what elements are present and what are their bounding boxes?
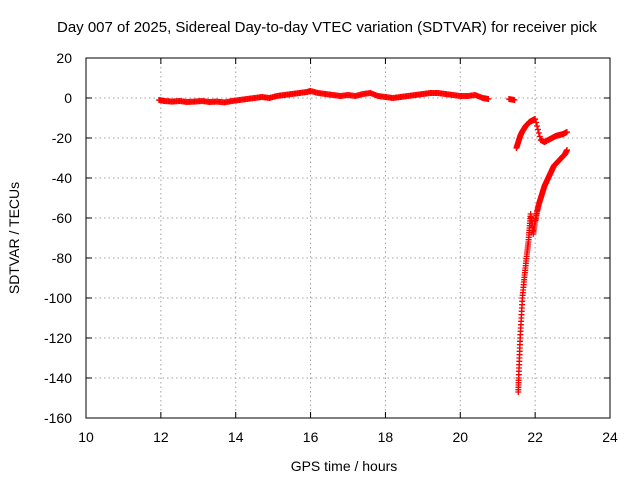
plot-frame (85, 57, 611, 419)
data-point (532, 116, 539, 122)
data-point (511, 97, 518, 103)
chart-title: Day 007 of 2025, Sidereal Day-to-day VTE… (57, 19, 597, 36)
x-tick-label: 20 (452, 429, 468, 445)
y-tick-label: -120 (44, 330, 72, 346)
y-tick-label: 20 (56, 50, 72, 66)
data-point (535, 130, 542, 136)
data-points (155, 88, 570, 395)
y-tick-label: -80 (52, 250, 72, 266)
data-point (563, 129, 570, 135)
data-point (533, 119, 540, 126)
x-tick-label: 22 (527, 429, 543, 445)
y-tick-label: 0 (64, 90, 72, 106)
y-tick-label: -140 (44, 370, 72, 386)
x-tick-label: 18 (378, 429, 394, 445)
data-point (536, 133, 543, 140)
y-tick-label: -100 (44, 290, 72, 306)
x-tick-label: 10 (78, 429, 94, 445)
y-tick-label: -40 (52, 170, 72, 186)
x-tick-label: 14 (228, 429, 244, 445)
axis-ticks: 10 12 14 16 18 20 22 24 20 0 -20 -40 -60 -80 -100 -120 -… (44, 50, 618, 445)
data-point (485, 96, 492, 102)
x-tick-label: 12 (153, 429, 169, 445)
x-tick-label: 16 (303, 429, 319, 445)
y-tick-label: -60 (52, 210, 72, 226)
x-tick-label: 24 (602, 429, 618, 445)
y-axis-label: SDTVAR / TECUs (6, 182, 22, 294)
data-point (563, 147, 570, 153)
x-axis-label: GPS time / hours (291, 458, 398, 474)
y-tick-label: -20 (52, 130, 72, 146)
data-point (534, 123, 541, 129)
grid (86, 58, 610, 418)
data-point (534, 126, 541, 133)
y-tick-label: -160 (44, 410, 72, 426)
